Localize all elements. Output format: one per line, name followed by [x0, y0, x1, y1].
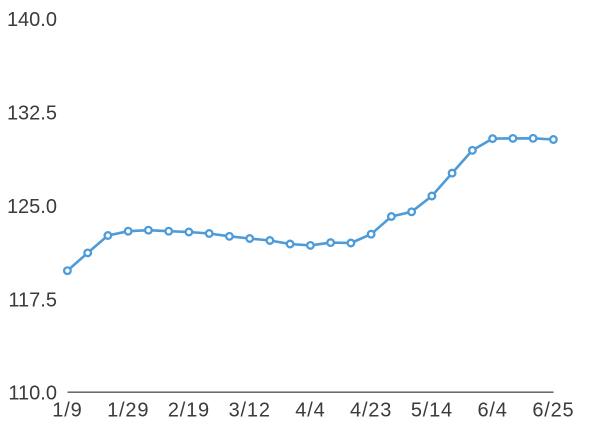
svg-text:4/4: 4/4 — [295, 400, 325, 422]
svg-text:1/9: 1/9 — [52, 400, 82, 422]
svg-text:2/19: 2/19 — [168, 400, 210, 422]
svg-text:6/25: 6/25 — [532, 400, 574, 422]
svg-text:140.0: 140.0 — [7, 9, 57, 31]
svg-text:6/4: 6/4 — [477, 400, 507, 422]
svg-text:1/29: 1/29 — [107, 400, 149, 422]
svg-text:125.0: 125.0 — [7, 196, 57, 218]
svg-text:4/23: 4/23 — [350, 400, 392, 422]
svg-text:117.5: 117.5 — [8, 289, 57, 311]
svg-text:132.5: 132.5 — [7, 103, 57, 125]
svg-text:3/12: 3/12 — [229, 400, 271, 422]
svg-text:5/14: 5/14 — [411, 400, 453, 422]
svg-text:110.0: 110.0 — [8, 383, 57, 405]
